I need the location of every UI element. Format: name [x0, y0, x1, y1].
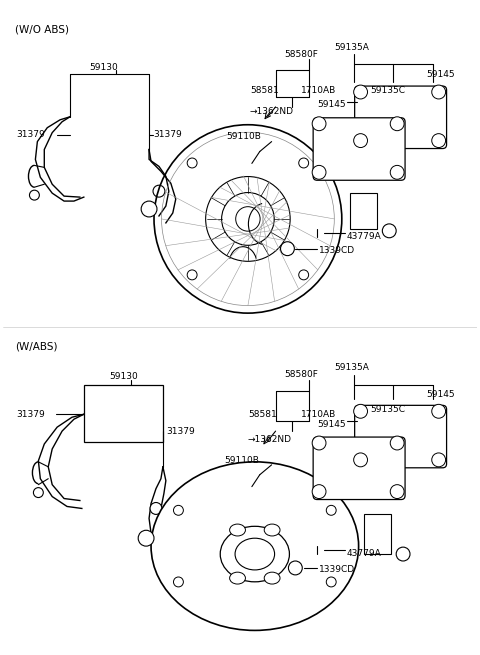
Circle shape — [173, 577, 183, 587]
Text: 1710AB: 1710AB — [301, 86, 336, 94]
Circle shape — [141, 201, 157, 217]
Text: 59135C: 59135C — [371, 405, 406, 414]
FancyBboxPatch shape — [313, 437, 405, 500]
Text: 59145: 59145 — [426, 69, 455, 79]
Circle shape — [354, 404, 368, 419]
Circle shape — [299, 270, 309, 280]
Circle shape — [390, 117, 404, 131]
Text: (W/O ABS): (W/O ABS) — [14, 25, 69, 35]
Text: 43779A: 43779A — [347, 233, 382, 241]
Circle shape — [173, 506, 183, 515]
Circle shape — [288, 561, 302, 575]
FancyBboxPatch shape — [355, 405, 446, 468]
Circle shape — [432, 453, 445, 467]
Circle shape — [354, 453, 368, 467]
Text: 59135A: 59135A — [334, 43, 369, 52]
Ellipse shape — [220, 527, 289, 582]
Circle shape — [326, 506, 336, 515]
Circle shape — [326, 577, 336, 587]
Circle shape — [299, 158, 309, 168]
Text: 59145: 59145 — [317, 100, 346, 109]
Bar — [84, 384, 163, 442]
Text: 31379: 31379 — [166, 426, 194, 436]
Text: 59130: 59130 — [90, 63, 119, 72]
Text: 31379: 31379 — [17, 130, 46, 139]
Text: →1362ND: →1362ND — [248, 434, 292, 443]
Circle shape — [432, 404, 445, 419]
Ellipse shape — [229, 524, 245, 536]
Text: (W/ABS): (W/ABS) — [14, 342, 57, 352]
Ellipse shape — [151, 462, 359, 630]
Text: 58581: 58581 — [248, 410, 276, 419]
Text: 59145: 59145 — [426, 390, 455, 399]
Circle shape — [396, 547, 410, 561]
Circle shape — [187, 158, 197, 168]
Text: 1339CD: 1339CD — [319, 246, 355, 255]
Text: 59110B: 59110B — [224, 457, 259, 465]
Ellipse shape — [235, 538, 275, 570]
Circle shape — [432, 85, 445, 99]
Circle shape — [312, 117, 326, 131]
Ellipse shape — [264, 524, 280, 536]
Text: 43779A: 43779A — [347, 549, 382, 557]
Text: 31379: 31379 — [17, 410, 46, 419]
Circle shape — [187, 270, 197, 280]
Bar — [363, 514, 391, 554]
Circle shape — [153, 185, 165, 197]
Text: 58580F: 58580F — [285, 370, 318, 379]
Ellipse shape — [229, 572, 245, 584]
Circle shape — [150, 502, 162, 514]
Circle shape — [312, 485, 326, 498]
Circle shape — [312, 165, 326, 179]
Circle shape — [138, 531, 154, 546]
Bar — [350, 193, 377, 229]
Text: 59135A: 59135A — [334, 363, 369, 372]
Text: 58581: 58581 — [250, 86, 278, 94]
Circle shape — [390, 165, 404, 179]
Circle shape — [390, 485, 404, 498]
Text: 31379: 31379 — [153, 130, 182, 139]
Circle shape — [383, 224, 396, 238]
FancyBboxPatch shape — [355, 86, 446, 149]
Text: 59145: 59145 — [317, 420, 346, 428]
Text: 59135C: 59135C — [371, 86, 406, 94]
FancyBboxPatch shape — [313, 118, 405, 180]
Circle shape — [312, 436, 326, 450]
Text: 59130: 59130 — [109, 372, 138, 381]
Circle shape — [354, 85, 368, 99]
Text: 1339CD: 1339CD — [319, 565, 355, 574]
Circle shape — [390, 436, 404, 450]
Ellipse shape — [264, 572, 280, 584]
Circle shape — [34, 487, 43, 498]
Text: →1362ND: →1362ND — [250, 107, 294, 117]
Text: 58580F: 58580F — [285, 50, 318, 59]
Text: 1710AB: 1710AB — [301, 410, 336, 419]
Circle shape — [432, 134, 445, 147]
Text: 59110B: 59110B — [226, 132, 261, 141]
Circle shape — [29, 190, 39, 200]
Circle shape — [280, 242, 294, 255]
Circle shape — [354, 134, 368, 147]
